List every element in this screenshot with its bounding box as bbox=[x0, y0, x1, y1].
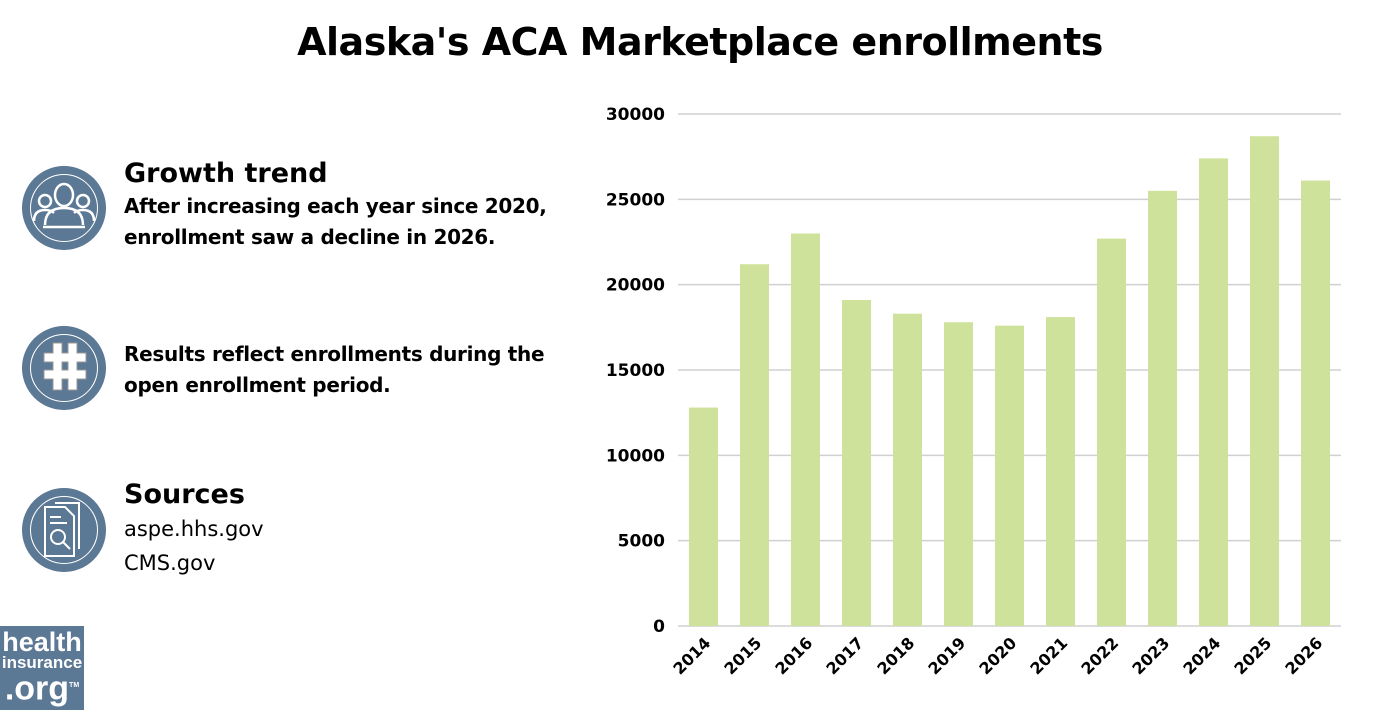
bar-2014 bbox=[689, 407, 718, 626]
x-tick-label: 2024 bbox=[1179, 633, 1224, 678]
document-search-icon bbox=[22, 488, 106, 572]
note-line-1: Results reflect enrollments during the bbox=[124, 342, 545, 366]
x-tick-label: 2016 bbox=[771, 633, 816, 678]
people-icon bbox=[22, 166, 106, 250]
sources-heading: Sources bbox=[124, 479, 245, 510]
growth-line-2: enrollment saw a decline in 2026. bbox=[124, 225, 496, 249]
bar-2026 bbox=[1301, 180, 1330, 626]
bar-2020 bbox=[995, 325, 1024, 626]
note-line-2: open enrollment period. bbox=[124, 373, 391, 397]
x-tick-label: 2015 bbox=[720, 633, 765, 678]
bar-2024 bbox=[1199, 158, 1228, 626]
logo-line-2: insurance bbox=[1, 653, 83, 672]
healthinsurance-org-logo: health insurance .orgTM bbox=[0, 626, 84, 710]
growth-line-1: After increasing each year since 2020, bbox=[124, 194, 547, 218]
bar-2015 bbox=[740, 264, 769, 626]
note-panel: Results reflect enrollments during the o… bbox=[124, 339, 545, 401]
bar-2018 bbox=[893, 313, 922, 626]
bar-2025 bbox=[1250, 136, 1279, 627]
x-tick-label: 2025 bbox=[1230, 633, 1275, 678]
bar-2019 bbox=[944, 322, 973, 626]
bar-2017 bbox=[842, 300, 871, 626]
growth-heading: Growth trend bbox=[124, 158, 328, 189]
source-link[interactable]: CMS.gov bbox=[124, 551, 216, 575]
bar-2021 bbox=[1046, 317, 1075, 626]
x-tick-label: 2021 bbox=[1026, 633, 1071, 678]
sources-panel: Sources aspe.hhs.gov CMS.gov bbox=[124, 478, 264, 580]
logo-line-1: health bbox=[2, 627, 82, 657]
x-tick-label: 2022 bbox=[1077, 633, 1122, 678]
bar-2023 bbox=[1148, 190, 1177, 627]
x-tick-label: 2018 bbox=[873, 633, 918, 678]
bar-2016 bbox=[791, 233, 820, 626]
y-tick-label: 0 bbox=[653, 617, 665, 637]
x-tick-label: 2017 bbox=[822, 633, 867, 678]
x-tick-label: 2020 bbox=[975, 633, 1020, 678]
hashtag-icon bbox=[22, 326, 106, 410]
y-tick-label: 10000 bbox=[606, 446, 665, 466]
source-link[interactable]: aspe.hhs.gov bbox=[124, 517, 264, 541]
x-tick-label: 2026 bbox=[1281, 633, 1326, 678]
growth-trend-panel: Growth trend After increasing each year … bbox=[124, 157, 547, 253]
bar-2022 bbox=[1097, 238, 1126, 626]
y-tick-label: 15000 bbox=[606, 361, 665, 381]
logo-line-3: .orgTM bbox=[4, 669, 80, 708]
y-tick-label: 25000 bbox=[606, 190, 665, 210]
y-tick-label: 30000 bbox=[606, 105, 665, 125]
x-tick-label: 2014 bbox=[669, 633, 714, 678]
y-tick-label: 5000 bbox=[618, 532, 665, 552]
y-tick-label: 20000 bbox=[606, 276, 665, 296]
chart-title: Alaska's ACA Marketplace enrollments bbox=[297, 20, 1103, 64]
x-tick-label: 2023 bbox=[1128, 633, 1173, 678]
x-tick-label: 2019 bbox=[924, 633, 969, 678]
